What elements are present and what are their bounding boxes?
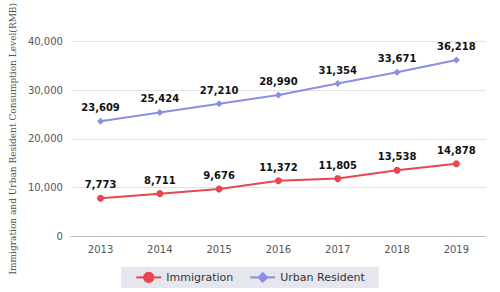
svg-text:2013: 2013 (88, 244, 113, 255)
svg-text:40,000: 40,000 (28, 36, 63, 47)
svg-text:Immigration: Immigration (166, 271, 233, 284)
svg-text:30,000: 30,000 (28, 85, 63, 96)
svg-text:28,990: 28,990 (259, 76, 298, 87)
svg-text:2015: 2015 (206, 244, 231, 255)
svg-text:Immigration and Urban Resident: Immigration and Urban Resident Consumpti… (8, 3, 18, 275)
svg-text:2016: 2016 (266, 244, 291, 255)
svg-text:14,878: 14,878 (437, 145, 476, 156)
svg-text:2014: 2014 (147, 244, 172, 255)
svg-text:9,676: 9,676 (203, 170, 235, 181)
svg-text:11,805: 11,805 (318, 160, 357, 171)
svg-text:33,671: 33,671 (378, 53, 417, 64)
svg-text:0: 0 (57, 231, 63, 242)
svg-text:2017: 2017 (325, 244, 350, 255)
svg-text:36,218: 36,218 (437, 41, 476, 52)
svg-text:20,000: 20,000 (28, 133, 63, 144)
svg-text:31,354: 31,354 (318, 65, 357, 76)
svg-text:25,424: 25,424 (141, 93, 180, 104)
svg-text:10,000: 10,000 (28, 182, 63, 193)
svg-text:27,210: 27,210 (200, 85, 239, 96)
svg-text:13,538: 13,538 (378, 151, 417, 162)
svg-text:23,609: 23,609 (81, 102, 120, 113)
svg-text:2018: 2018 (384, 244, 409, 255)
svg-text:2019: 2019 (444, 244, 469, 255)
svg-text:7,773: 7,773 (85, 179, 117, 190)
svg-text:11,372: 11,372 (259, 162, 298, 173)
svg-text:8,711: 8,711 (144, 175, 176, 186)
svg-text:Urban Resident: Urban Resident (280, 271, 365, 284)
